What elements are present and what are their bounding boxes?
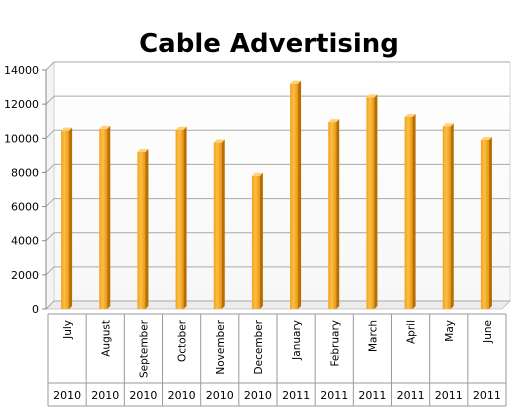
x-tick-label: July	[62, 320, 74, 340]
y-tick-label: 8000	[11, 166, 39, 179]
y-tick-label: 12000	[4, 98, 39, 111]
bar-top	[404, 113, 416, 117]
x-tick-label: March	[367, 320, 379, 352]
x-tick-label: April	[406, 320, 418, 344]
bar-top	[366, 94, 378, 98]
year-label: 2010	[91, 389, 119, 402]
bar	[290, 83, 299, 310]
bar-top	[328, 119, 340, 123]
bar	[404, 116, 413, 309]
bar-side	[336, 119, 340, 309]
x-tick-label: October	[177, 319, 189, 362]
year-label: 2010	[129, 389, 157, 402]
gridline	[45, 266, 55, 276]
gridline	[45, 198, 55, 207]
bar-side	[107, 125, 111, 310]
bar	[99, 128, 108, 309]
x-tick-label: January	[291, 320, 303, 361]
bar	[61, 130, 70, 309]
bar-top	[290, 80, 302, 84]
bar-side	[221, 139, 225, 309]
year-label: 2011	[473, 389, 501, 402]
year-label: 2010	[53, 389, 81, 402]
bar	[328, 122, 337, 309]
gridline	[45, 232, 55, 242]
year-label: 2010	[244, 389, 272, 402]
gridline	[45, 95, 55, 105]
y-tick-label: 10000	[4, 132, 39, 145]
bar	[213, 142, 222, 309]
bar	[175, 129, 184, 309]
x-tick-label: November	[215, 319, 227, 374]
y-tick-label: 4000	[11, 235, 39, 248]
bar-top	[251, 172, 263, 176]
year-label: 2011	[320, 389, 348, 402]
x-tick-label: February	[329, 320, 341, 367]
bar-top	[442, 123, 454, 127]
bar-side	[450, 123, 454, 309]
bar-side	[259, 172, 263, 309]
plot-area: 0 2000 4000 6000 8000 10000 12000 14000 July Augu…	[4, 61, 511, 407]
year-label: 2011	[435, 389, 463, 402]
bar-side	[488, 136, 492, 309]
y-tick-label: 6000	[11, 201, 39, 214]
side-wall	[45, 61, 55, 310]
y-tick-label: 0	[32, 303, 39, 316]
floor	[45, 300, 511, 310]
bar-side	[69, 127, 73, 309]
bar	[480, 139, 489, 309]
bar-top	[137, 148, 149, 152]
bar	[366, 97, 375, 309]
bar-side	[374, 94, 378, 309]
year-label: 2011	[282, 389, 310, 402]
y-tick-label: 2000	[11, 269, 39, 282]
bar	[137, 151, 146, 309]
bar-side	[412, 113, 416, 309]
bar-top	[175, 126, 187, 130]
year-label: 2010	[168, 389, 196, 402]
year-label: 2011	[397, 389, 425, 402]
gridline	[45, 164, 55, 173]
bar-top	[213, 139, 225, 143]
x-tick-label: December	[253, 319, 265, 374]
x-tick-label: September	[138, 319, 150, 378]
gridline	[45, 61, 55, 71]
bar-side	[145, 148, 149, 309]
year-label: 2010	[206, 389, 234, 402]
bar-top	[61, 127, 73, 131]
bar-side	[183, 126, 187, 309]
year-label: 2011	[358, 389, 386, 402]
gridline	[45, 129, 55, 139]
chart-title: Cable Advertising	[139, 29, 399, 59]
back-wall	[53, 61, 511, 302]
bar	[442, 126, 451, 309]
x-tick-label: May	[444, 320, 456, 342]
y-tick-label: 14000	[4, 64, 39, 77]
bar-top	[480, 136, 492, 140]
x-tick-label: June	[482, 320, 494, 344]
bar-side	[298, 80, 302, 310]
x-tick-label: August	[100, 320, 112, 357]
gridline	[45, 300, 55, 310]
bar-top	[99, 125, 111, 129]
bar	[251, 175, 260, 309]
